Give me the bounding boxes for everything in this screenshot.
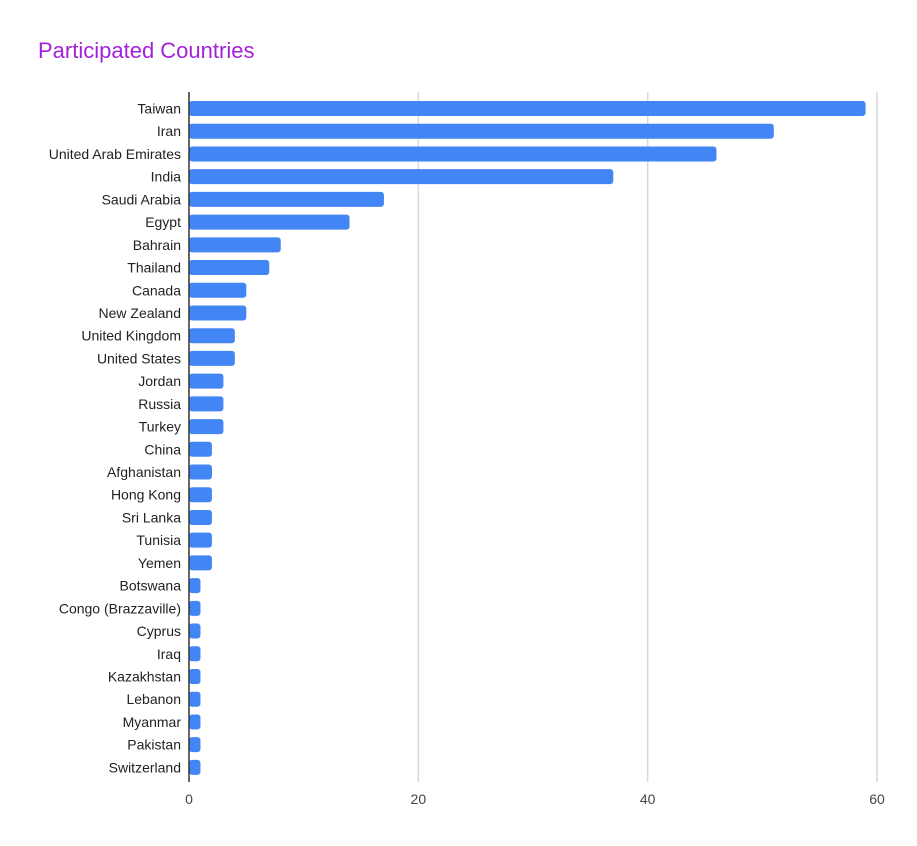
category-label: China — [144, 441, 181, 457]
category-label: Thailand — [127, 260, 181, 276]
x-tick-labels: 0 20 40 60 — [185, 791, 885, 807]
category-label: Kazakhstan — [108, 669, 181, 685]
category-label: Bahrain — [133, 237, 181, 253]
category-label: Afghanistan — [107, 464, 181, 480]
category-labels: Taiwan Iran United Arab Emirates India Saudi… — [49, 101, 182, 776]
category-label: Botswana — [120, 578, 182, 594]
category-label: Iran — [157, 123, 181, 139]
category-label: United States — [97, 350, 181, 366]
category-label: Lebanon — [126, 691, 181, 707]
category-label: Saudi Arabia — [102, 191, 182, 207]
gridlines — [417, 92, 878, 782]
category-label: Tunisia — [136, 532, 181, 548]
bar — [189, 509, 212, 525]
category-label: Taiwan — [137, 101, 181, 117]
x-tick-label: 20 — [411, 791, 427, 807]
bar — [189, 146, 717, 162]
bar — [189, 714, 201, 730]
bar — [189, 237, 281, 253]
bar — [189, 260, 270, 276]
bar — [189, 600, 201, 616]
bar — [189, 441, 212, 457]
chart-title: Participated Countries — [38, 38, 255, 63]
bar — [189, 214, 350, 230]
bar — [189, 532, 212, 548]
bar — [189, 669, 201, 684]
category-label: New Zealand — [99, 305, 182, 321]
x-tick-label: 40 — [640, 791, 656, 807]
category-label: Yemen — [138, 555, 181, 571]
x-tick-label: 60 — [869, 791, 885, 807]
bar — [189, 578, 201, 594]
category-label: Iraq — [157, 646, 181, 662]
category-label: Russia — [138, 396, 181, 412]
bar — [189, 759, 201, 775]
bar — [189, 373, 224, 389]
bar — [189, 623, 201, 639]
category-label: Pakistan — [127, 737, 181, 753]
bar — [189, 396, 224, 412]
bar — [189, 305, 247, 321]
category-label: Myanmar — [123, 714, 182, 730]
category-label: India — [151, 169, 182, 185]
bar — [189, 123, 774, 139]
bar — [189, 191, 384, 207]
bar — [189, 646, 201, 662]
category-label: Egypt — [145, 214, 181, 230]
category-label: Turkey — [139, 419, 181, 435]
bar — [189, 328, 235, 344]
bar — [189, 101, 866, 116]
bar — [189, 282, 247, 298]
bar — [189, 691, 201, 707]
category-label: Cyprus — [137, 623, 181, 639]
category-label: United Arab Emirates — [49, 146, 181, 162]
bar — [189, 464, 212, 480]
x-tick-label: 0 — [185, 791, 193, 807]
bar — [189, 169, 614, 185]
category-label: Sri Lanka — [122, 509, 181, 525]
bar — [189, 419, 224, 435]
bars — [189, 101, 866, 775]
bar — [189, 555, 212, 571]
category-label: Canada — [132, 282, 181, 298]
category-label: United Kingdom — [81, 328, 181, 344]
category-label: Jordan — [138, 373, 181, 389]
category-label: Hong Kong — [111, 487, 181, 503]
category-label: Congo (Brazzaville) — [59, 600, 181, 616]
bar — [189, 350, 235, 366]
category-label: Switzerland — [109, 759, 181, 775]
bar — [189, 487, 212, 503]
bar — [189, 737, 201, 753]
